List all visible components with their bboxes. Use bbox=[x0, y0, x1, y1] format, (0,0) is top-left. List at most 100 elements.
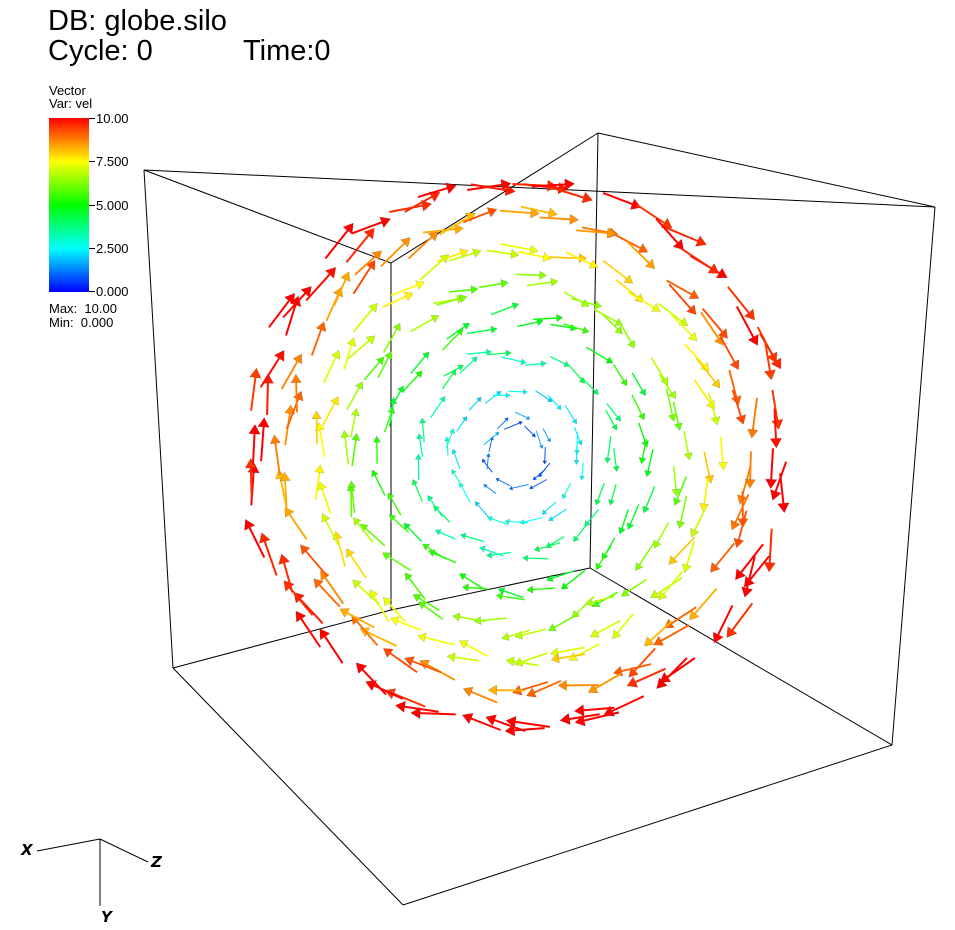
vector-glyph-shaft bbox=[746, 555, 756, 589]
vector-glyph-shaft bbox=[583, 706, 615, 712]
vector-glyph-shaft bbox=[581, 462, 584, 477]
vector-glyph-head bbox=[317, 481, 327, 491]
vector-glyph-shaft bbox=[544, 447, 546, 461]
vector-glyph-shaft bbox=[441, 373, 454, 390]
vector-glyph-head bbox=[278, 553, 291, 565]
vector-glyph-shaft bbox=[610, 483, 617, 501]
vector-glyph-shaft bbox=[666, 279, 692, 296]
vector-glyph-shaft bbox=[382, 328, 398, 353]
vector-glyph-shaft bbox=[598, 545, 612, 565]
vector-glyph-shaft bbox=[627, 291, 655, 309]
vector-glyph-head bbox=[547, 623, 557, 632]
vector-glyph-head bbox=[528, 485, 534, 490]
vector-glyph-head bbox=[574, 449, 581, 455]
vector-glyph-shaft bbox=[363, 361, 381, 381]
vector-glyph-head bbox=[458, 573, 467, 581]
vector-glyph-shaft bbox=[735, 305, 755, 338]
vector-glyph-head bbox=[628, 666, 639, 678]
vector-glyph-shaft bbox=[680, 495, 688, 522]
vector-glyph-head bbox=[635, 562, 644, 572]
vector-glyph-head bbox=[626, 522, 635, 530]
vector-glyph-head bbox=[581, 191, 594, 204]
vector-glyph-shaft bbox=[324, 229, 349, 260]
vector-glyph-head bbox=[608, 499, 615, 506]
vector-glyph-shaft bbox=[410, 355, 426, 375]
vector-glyph-shaft bbox=[524, 425, 534, 436]
vector-glyph-head bbox=[579, 475, 585, 481]
vector-glyph-shaft bbox=[318, 584, 341, 608]
vector-glyph-head bbox=[458, 640, 469, 650]
vector-glyph-shaft bbox=[321, 488, 332, 514]
vector-glyph-head bbox=[638, 456, 647, 465]
vector-glyph-shaft bbox=[569, 365, 582, 381]
vector-glyph-shaft bbox=[626, 578, 647, 594]
vector-glyph-head bbox=[715, 267, 728, 279]
vector-glyph-shaft bbox=[693, 379, 711, 404]
vector-glyph-head bbox=[538, 444, 544, 450]
vector-glyph-head bbox=[363, 227, 375, 240]
vector-glyph-head bbox=[644, 258, 656, 270]
legend-tick-label: 2.500 bbox=[96, 241, 129, 256]
vector-glyph-head bbox=[472, 248, 482, 258]
vector-glyph-shaft bbox=[656, 577, 683, 595]
vector-glyph-shaft bbox=[694, 587, 718, 615]
legend-max: Max: 10.00 bbox=[49, 301, 117, 316]
vector-glyph-shaft bbox=[443, 367, 460, 377]
vector-glyph-shaft bbox=[390, 284, 418, 297]
vector-glyph-head bbox=[490, 325, 498, 334]
vector-glyph-shaft bbox=[658, 373, 673, 394]
legend-tick-label: 7.500 bbox=[96, 154, 129, 169]
vector-glyph-shaft bbox=[550, 323, 572, 329]
vector-glyph-shaft bbox=[737, 510, 748, 540]
vector-glyph-shaft bbox=[514, 411, 528, 419]
vector-glyph-shaft bbox=[683, 430, 689, 454]
vector-glyph-shaft bbox=[647, 448, 654, 472]
vector-glyph-shaft bbox=[515, 720, 551, 728]
vector-glyph-shaft bbox=[576, 596, 595, 614]
vector-glyph-head bbox=[313, 578, 324, 589]
vector-glyph-head bbox=[311, 410, 322, 419]
vector-glyph-shaft bbox=[501, 356, 522, 363]
vector-glyph-shaft bbox=[607, 436, 612, 459]
vector-glyph-head bbox=[637, 242, 649, 253]
vector-glyph-shaft bbox=[421, 423, 425, 443]
vector-glyph-head bbox=[511, 302, 520, 310]
vector-glyph-shaft bbox=[252, 433, 256, 464]
vector-glyph-head bbox=[729, 359, 740, 371]
vector-glyph-shaft bbox=[448, 252, 475, 262]
vector-glyph-shaft bbox=[417, 187, 448, 198]
vector-glyph-shaft bbox=[549, 355, 566, 365]
vector-glyph-shaft bbox=[490, 305, 514, 316]
vector-glyph-shaft bbox=[436, 252, 462, 263]
vector-glyph-shaft bbox=[641, 438, 648, 459]
vector-glyph-shaft bbox=[617, 319, 632, 343]
vector-glyph-shaft bbox=[520, 205, 550, 214]
vector-glyph-shaft bbox=[538, 542, 561, 550]
vector-glyph-head bbox=[342, 222, 354, 235]
vector-glyph-shaft bbox=[446, 440, 449, 456]
vector-glyph-shaft bbox=[635, 667, 667, 684]
vector-glyph-head bbox=[676, 520, 686, 529]
vector-glyph-shaft bbox=[365, 527, 386, 547]
vector-glyph-head bbox=[504, 417, 509, 422]
vector-glyph-head bbox=[581, 326, 590, 334]
vector-glyph-shaft bbox=[533, 317, 557, 321]
vector-glyph-head bbox=[777, 502, 790, 514]
vector-glyph-head bbox=[505, 656, 515, 667]
vector-glyph-head bbox=[461, 712, 474, 725]
vector-glyph-head bbox=[549, 647, 560, 658]
vector-glyph-head bbox=[626, 676, 639, 688]
vector-glyph-head bbox=[686, 304, 697, 315]
vector-glyph-shaft bbox=[483, 548, 504, 557]
vector-glyph-head bbox=[681, 563, 692, 574]
vector-glyph-head bbox=[249, 367, 262, 379]
vector-glyph-shaft bbox=[314, 472, 321, 500]
vector-glyph-shaft bbox=[380, 242, 405, 268]
vector-glyph-shaft bbox=[389, 390, 402, 410]
cycle-label: Cycle: 0 bbox=[48, 35, 153, 67]
vector-glyph-shaft bbox=[665, 388, 674, 415]
vector-glyph-shaft bbox=[613, 448, 617, 467]
legend-tick bbox=[89, 248, 95, 249]
vector-glyph-head bbox=[300, 544, 311, 556]
